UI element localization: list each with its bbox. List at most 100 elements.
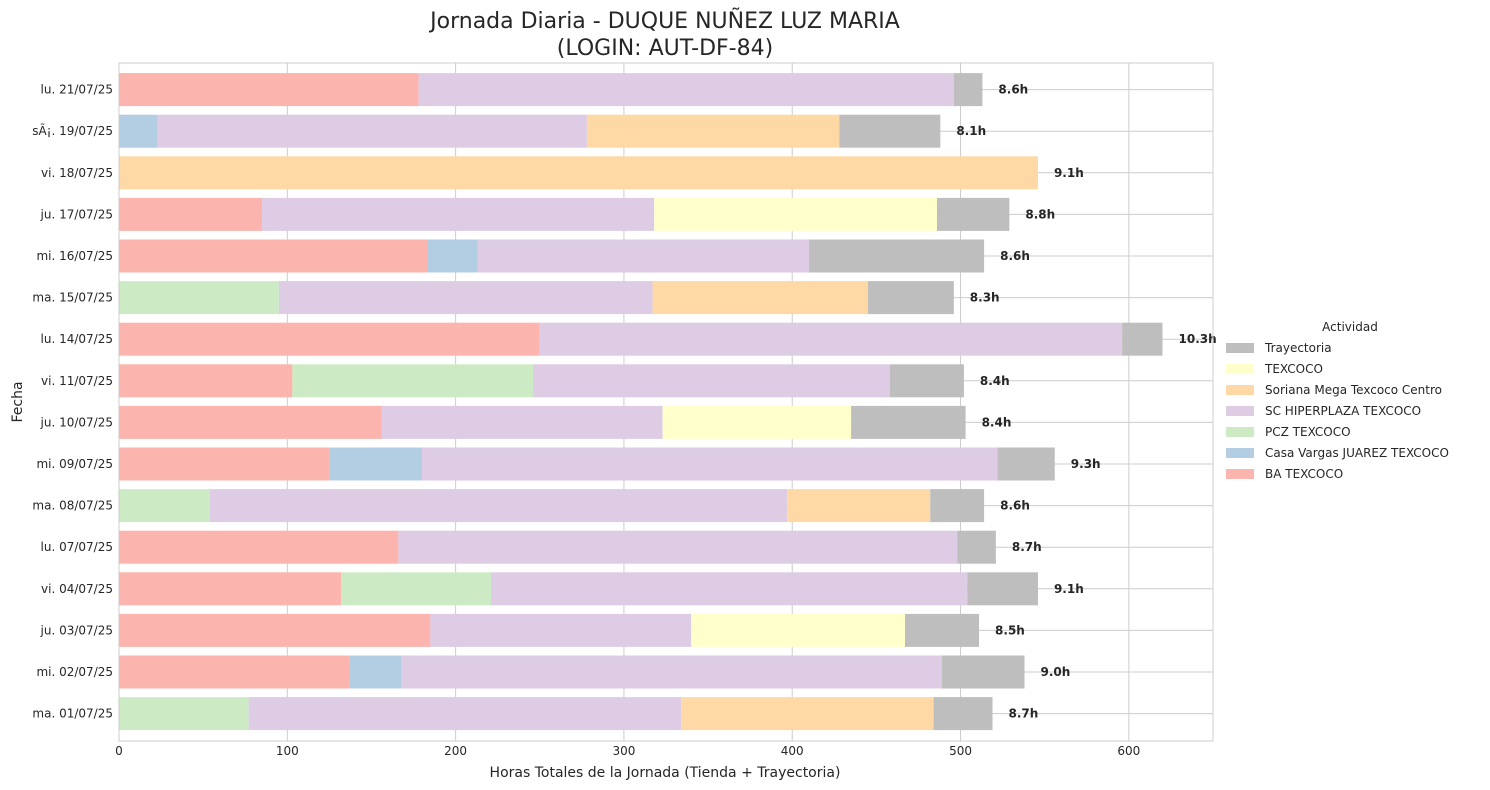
y-tick-label: ma. 15/07/25 bbox=[32, 291, 113, 305]
bar-segment bbox=[119, 281, 279, 315]
y-tick-label: lu. 14/07/25 bbox=[41, 332, 113, 346]
y-tick-label: vi. 04/07/25 bbox=[41, 582, 113, 596]
total-label: 8.8h bbox=[1025, 207, 1055, 221]
total-label: 8.7h bbox=[1012, 540, 1042, 554]
bar-segment bbox=[490, 572, 968, 606]
bar-segment bbox=[691, 613, 905, 647]
legend-swatch bbox=[1226, 385, 1254, 395]
bars bbox=[119, 73, 1163, 731]
y-tick-label: sÃ¡. 19/07/25 bbox=[32, 123, 113, 138]
bar-segment bbox=[851, 405, 966, 439]
bar-segment bbox=[119, 697, 249, 731]
y-tick-label: mi. 02/07/25 bbox=[36, 665, 113, 679]
bar-segment bbox=[119, 613, 431, 647]
y-tick-label: lu. 07/07/25 bbox=[41, 540, 113, 554]
total-label: 9.3h bbox=[1071, 457, 1101, 471]
bar-segment bbox=[942, 655, 1025, 689]
bar-segment bbox=[278, 281, 653, 315]
y-tick-label: ma. 01/07/25 bbox=[32, 707, 113, 721]
y-tick-label: ju. 03/07/25 bbox=[40, 623, 113, 637]
total-label: 8.4h bbox=[980, 374, 1010, 388]
y-tick-label: ju. 10/07/25 bbox=[40, 415, 113, 429]
bar-segment bbox=[652, 281, 868, 315]
bar-segment bbox=[867, 281, 954, 315]
bar-segment bbox=[430, 613, 692, 647]
x-tick-label: 300 bbox=[612, 744, 635, 758]
legend-label: Casa Vargas JUAREZ TEXCOCO bbox=[1265, 446, 1449, 460]
bar-segment bbox=[119, 530, 399, 564]
legend-title: Actividad bbox=[1322, 320, 1378, 334]
total-label: 8.7h bbox=[1009, 707, 1039, 721]
legend-label: SC HIPERPLAZA TEXCOCO bbox=[1265, 404, 1421, 418]
chart-subtitle: (LOGIN: AUT-DF-84) bbox=[557, 36, 773, 61]
total-labels: 8.6h 8.1h 9.1h 8.8h 8.6h 8.3h 10.3h 8.4h 8.4h 9.3… bbox=[956, 83, 1216, 721]
bar-segment bbox=[119, 73, 419, 107]
total-label: 8.6h bbox=[1000, 249, 1030, 263]
bar-segment bbox=[262, 197, 655, 231]
bar-segment bbox=[662, 405, 852, 439]
x-tick-label: 200 bbox=[444, 744, 467, 758]
bar-segment bbox=[421, 447, 998, 481]
bar-segment bbox=[930, 489, 985, 523]
legend: Actividad Trayectoria TEXCOCO Soriana Mega… bbox=[1226, 320, 1449, 481]
bar-segment bbox=[933, 697, 993, 731]
y-tick-label: ma. 08/07/25 bbox=[32, 499, 113, 513]
total-label: 8.5h bbox=[995, 623, 1025, 637]
total-label: 8.3h bbox=[970, 291, 1000, 305]
x-tick-label: 100 bbox=[276, 744, 299, 758]
bar-segment bbox=[119, 197, 263, 231]
bar-segment bbox=[119, 655, 350, 689]
legend-swatch bbox=[1226, 469, 1254, 479]
bar-segment bbox=[341, 572, 491, 606]
legend-swatch bbox=[1226, 427, 1254, 437]
bar-segment bbox=[533, 364, 890, 398]
total-label: 9.1h bbox=[1054, 166, 1084, 180]
bar-segment bbox=[953, 73, 983, 107]
bar-segment bbox=[809, 239, 985, 273]
bar-segment bbox=[904, 613, 980, 647]
legend-label: PCZ TEXCOCO bbox=[1265, 425, 1351, 439]
bar-segment bbox=[119, 239, 428, 273]
bar-segment bbox=[967, 572, 1038, 606]
y-tick-label: lu. 21/07/25 bbox=[41, 83, 113, 97]
bar-segment bbox=[681, 697, 934, 731]
y-tick-label: vi. 18/07/25 bbox=[41, 166, 113, 180]
total-label: 8.1h bbox=[956, 124, 986, 138]
bar-segment bbox=[539, 322, 1123, 356]
bar-segment bbox=[787, 489, 931, 523]
legend-swatch bbox=[1226, 364, 1254, 374]
y-tick-label: mi. 09/07/25 bbox=[36, 457, 113, 471]
bar-segment bbox=[119, 447, 330, 481]
x-tick-label: 500 bbox=[949, 744, 972, 758]
total-label: 9.1h bbox=[1054, 582, 1084, 596]
bar-segment bbox=[119, 114, 158, 148]
bar-segment bbox=[936, 197, 1010, 231]
y-tick-labels: lu. 21/07/25 sÃ¡. 19/07/25 vi. 18/07/25 ju.… bbox=[32, 83, 113, 721]
bar-segment bbox=[349, 655, 402, 689]
total-label: 8.6h bbox=[1000, 499, 1030, 513]
bar-segment bbox=[329, 447, 422, 481]
bar-segment bbox=[248, 697, 682, 731]
plot-frame bbox=[118, 62, 1214, 742]
bar-segment bbox=[1122, 322, 1163, 356]
y-axis-label: Fecha bbox=[10, 381, 26, 422]
total-label: 8.6h bbox=[998, 83, 1028, 97]
x-tick-labels: 0 100 200 300 400 500 600 bbox=[115, 744, 1140, 758]
bar-segment bbox=[119, 489, 210, 523]
total-label: 8.4h bbox=[982, 415, 1012, 429]
bar-segment bbox=[586, 114, 840, 148]
legend-label: TEXCOCO bbox=[1264, 362, 1323, 376]
legend-label: Trayectoria bbox=[1264, 341, 1332, 355]
bar-segment bbox=[119, 156, 1038, 190]
bar-segment bbox=[292, 364, 534, 398]
bar-segment bbox=[119, 572, 342, 606]
legend-label: Soriana Mega Texcoco Centro bbox=[1265, 383, 1442, 397]
bar-segment bbox=[157, 114, 587, 148]
legend-swatch bbox=[1226, 448, 1254, 458]
total-label: 10.3h bbox=[1179, 332, 1217, 346]
bar-segment bbox=[889, 364, 964, 398]
x-tick-label: 400 bbox=[781, 744, 804, 758]
bar-segment bbox=[427, 239, 478, 273]
bar-segment bbox=[477, 239, 810, 273]
bar-segment bbox=[381, 405, 663, 439]
